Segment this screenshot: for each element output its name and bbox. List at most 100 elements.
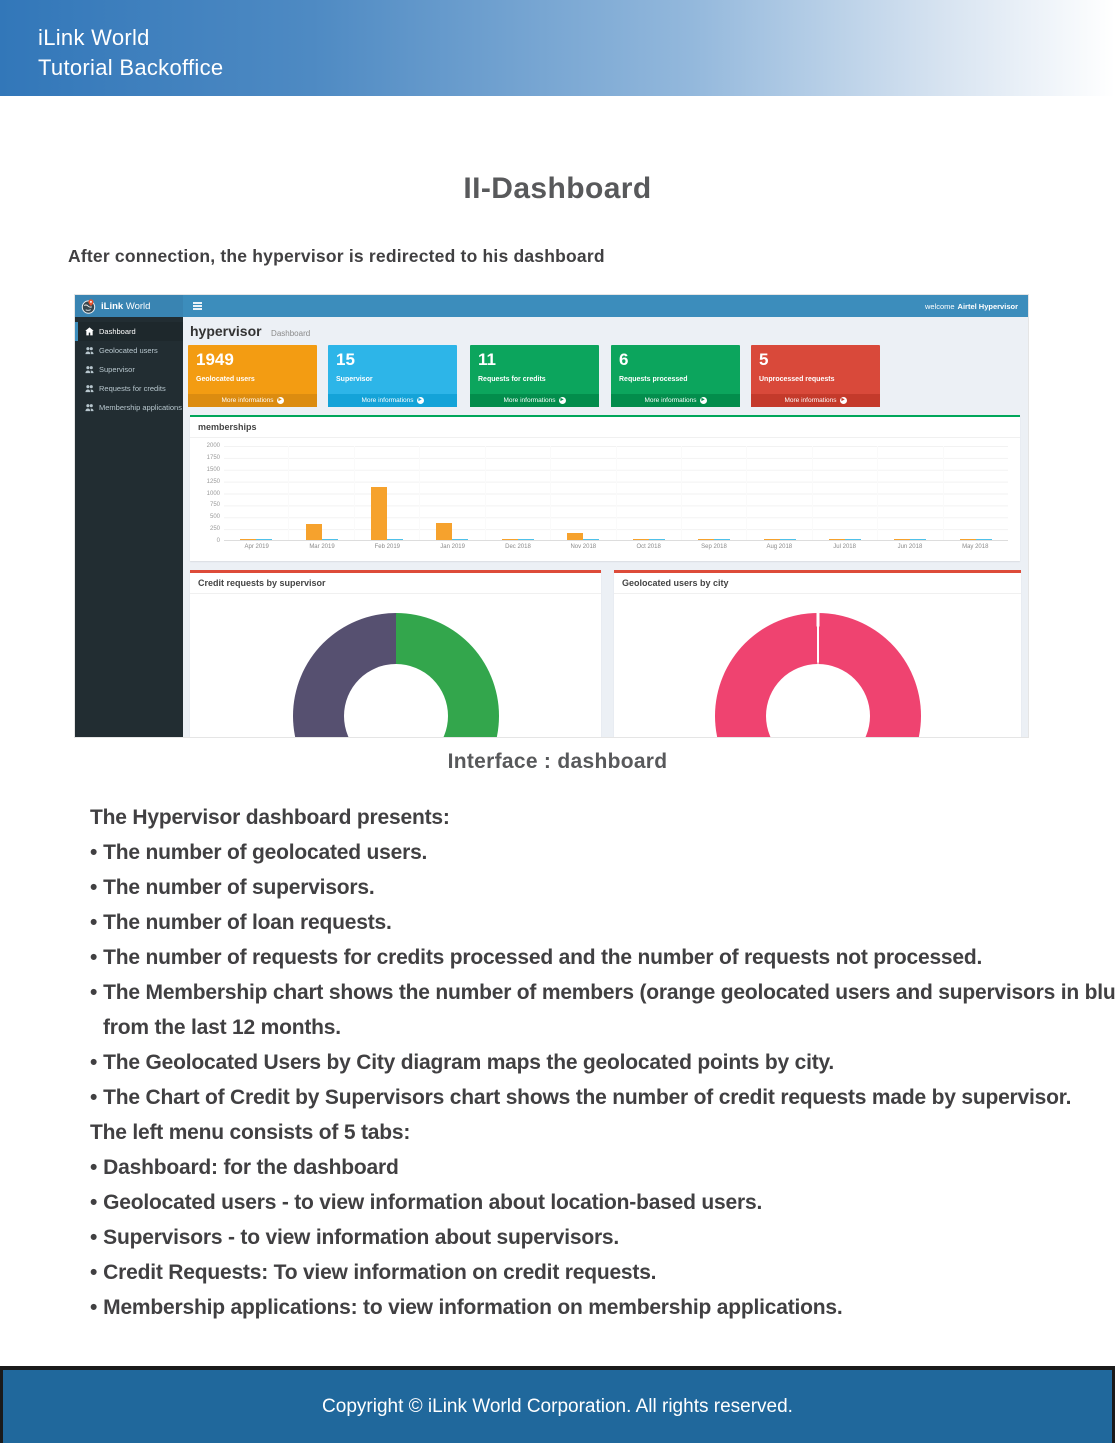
bar-group-jan-2019 (419, 446, 484, 540)
credit-requests-panel-title: Credit requests by supervisor (190, 573, 601, 594)
arrow-circle-icon: ▸ (839, 397, 847, 404)
stat-value: 15 (336, 350, 355, 369)
arrow-circle-icon: ▸ (276, 397, 284, 404)
bar-group-apr-2019 (224, 446, 288, 540)
user-menu[interactable]: welcome Airtel Hypervisor (925, 295, 1018, 317)
more-informations-button[interactable]: More informations ▸ (188, 394, 317, 407)
memberships-panel-title: memberships (190, 417, 1020, 438)
bullet-line: • The Chart of Credit by Supervisors char… (90, 1086, 1072, 1109)
bar-supervisors-blue (845, 539, 861, 540)
content-title: hypervisor (190, 323, 262, 339)
geolocated-city-donut-chart (714, 613, 921, 737)
bar-group-mar-2019 (288, 446, 353, 540)
more-informations-button[interactable]: More informations ▸ (328, 394, 457, 407)
page-header-banner: iLink World Tutorial Backoffice (0, 0, 1115, 96)
dashboard-screenshot: iLink World welcome Airtel Hypervisor Da… (75, 295, 1028, 737)
bar-supervisors-blue (452, 538, 469, 540)
sidebar-item-label: Requests for credits (99, 384, 166, 393)
sidebar-item-dashboard[interactable]: Dashboard (75, 322, 183, 341)
bar-group-feb-2019 (353, 446, 419, 540)
top-navbar: iLink World welcome Airtel Hypervisor (75, 295, 1028, 317)
sidebar-item-requests-for-credits[interactable]: Requests for credits (75, 379, 183, 398)
bar-geolocated-users-orange (305, 524, 322, 540)
sidebar-item-membership-applications[interactable]: Membership applications (75, 398, 183, 417)
sidebar-item-supervisor[interactable]: Supervisor (75, 360, 183, 379)
bar-group-nov-2018 (550, 446, 615, 540)
bullet-line: • The Membership chart shows the number o… (90, 981, 1115, 1004)
content-header: hypervisor Dashboard (190, 323, 310, 341)
page-footer: Copyright © iLink World Corporation. All… (0, 1366, 1115, 1443)
header-line1: iLink World (38, 25, 150, 50)
bar-group-sep-2018 (680, 446, 746, 540)
more-informations-button[interactable]: More informations ▸ (611, 394, 740, 407)
more-informations-button[interactable]: More informations ▸ (751, 394, 880, 407)
stat-card-requests-processed: 6 Requests processed More informations ▸ (611, 345, 740, 407)
bar-supervisors-blue (517, 539, 534, 540)
bullet-line: • The number of loan requests. (90, 911, 392, 934)
brand-name: iLink World (101, 300, 151, 312)
bar-geolocated-users-orange (829, 539, 845, 540)
brand-logo-area[interactable]: iLink World (75, 295, 183, 317)
bar-supervisors-blue (387, 539, 404, 540)
bar-supervisors-blue (910, 539, 927, 540)
bar-geolocated-users-orange (959, 539, 976, 540)
arrow-circle-icon: ▸ (416, 397, 424, 404)
bar-geolocated-users-orange (698, 539, 715, 540)
sidebar-item-geolocated-users[interactable]: Geolocated users (75, 341, 183, 360)
user-name: Airtel Hypervisor (957, 301, 1018, 311)
copyright-text: Copyright © iLink World Corporation. All… (322, 1395, 793, 1417)
bullet-line: • The number of requests for credits proc… (90, 946, 983, 969)
sidebar-item-label: Supervisor (99, 365, 135, 374)
stat-value: 11 (478, 350, 496, 369)
users-icon (85, 403, 94, 412)
text-line: The left menu consists of 5 tabs: (90, 1121, 411, 1144)
bar-supervisors-blue (648, 539, 665, 540)
welcome-label: welcome (924, 301, 955, 311)
bar-geolocated-users-orange (763, 539, 780, 540)
sidebar-item-label: Geolocated users (99, 346, 158, 355)
header-line2: Tutorial Backoffice (38, 55, 224, 80)
bullet-line: • The Geolocated Users by City diagram ma… (90, 1051, 835, 1074)
stat-label: Geolocated users (196, 376, 255, 383)
bar-geolocated-users-orange (894, 539, 911, 540)
users-icon (85, 365, 94, 374)
bar-plot-area (224, 446, 1008, 541)
more-informations-button[interactable]: More informations ▸ (470, 394, 599, 407)
page-title: II-Dashboard (463, 172, 652, 205)
stat-label: Requests processed (619, 376, 688, 383)
stat-card-unprocessed-requests: 5 Unprocessed requests More informations ▸ (751, 345, 880, 407)
globe-pin-logo-icon (81, 298, 96, 314)
sidebar-item-label: Membership applications (99, 403, 182, 412)
geolocated-city-panel-title: Geolocated users by city (614, 573, 1021, 594)
bar-group-dec-2018 (484, 446, 550, 540)
stat-value: 1949 (196, 350, 234, 369)
x-axis-labels: Apr 2019 Mar 2019 Feb 2019 Jan 2019 Dec 2018… (244, 544, 989, 550)
memberships-panel: memberships 0 250 500 750 1000 1250 1500 1750 20… (190, 415, 1020, 561)
bar-geolocated-users-orange (436, 523, 453, 540)
credit-requests-donut-chart (292, 613, 499, 737)
geolocated-city-panel: Geolocated users by city (614, 570, 1021, 737)
bar-geolocated-users-orange (501, 539, 518, 540)
stat-label: Supervisor (336, 376, 373, 383)
stat-label: Requests for credits (478, 376, 546, 383)
text-line: The Hypervisor dashboard presents: (90, 806, 450, 829)
bar-geolocated-users-orange (567, 532, 584, 540)
content-breadcrumb: Dashboard (271, 329, 311, 338)
bullet-line: • The number of geolocated users. (90, 841, 428, 864)
stat-card-requests-for-credits: 11 Requests for credits More informations ▸ (470, 345, 599, 407)
page-subtitle: After connection, the hypervisor is redi… (68, 246, 605, 266)
dashboard-icon (85, 327, 94, 336)
bar-geolocated-users-orange (240, 539, 257, 540)
bullet-line: • Credit Requests: To view information on… (90, 1261, 657, 1284)
bar-group-aug-2018 (746, 446, 811, 540)
bar-supervisors-blue (583, 539, 600, 540)
stat-card-supervisor: 15 Supervisor More informations ▸ (328, 345, 457, 407)
bullet-line: • Membership applications: to view inform… (90, 1296, 843, 1319)
sidebar-item-label: Dashboard (99, 327, 136, 336)
stat-card-geolocated-users: 1949 Geolocated users More informations ▸ (188, 345, 317, 407)
bar-group-may-2018 (942, 446, 1008, 540)
screenshot-caption: Interface : dashboard (447, 750, 668, 773)
sidebar-toggle-button[interactable] (193, 302, 202, 310)
bullet-line: • Geolocated users - to view information … (90, 1191, 763, 1214)
arrow-circle-icon: ▸ (699, 397, 707, 404)
